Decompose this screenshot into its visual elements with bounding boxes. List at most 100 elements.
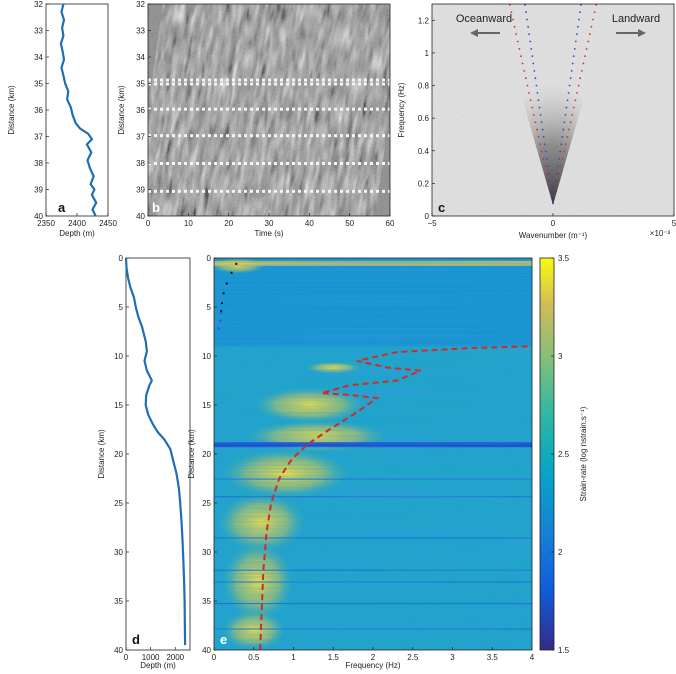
panel-e-xtick-label: 3.5 (487, 653, 499, 662)
panel-b-band-cell (250, 189, 253, 193)
panel-c-curve-point (554, 187, 556, 190)
panel-c-curve-point (576, 25, 579, 28)
panel-b-band-cell (154, 107, 157, 111)
panel-c-curve-point (595, 4, 598, 6)
panel-c-curve-point (564, 143, 567, 146)
panel-e-dotted-point (230, 271, 233, 274)
panel-b-band-cell (364, 134, 367, 138)
panel-b-band-cell (250, 134, 253, 138)
panel-b-band-cell (184, 82, 187, 86)
panel-c-ylabel: Frequency (Hz) (397, 82, 406, 137)
panel-b-band-cell (268, 82, 271, 86)
panel-b-band-cell (172, 82, 175, 86)
panel-b-band-cell (334, 107, 337, 111)
panel-b-band-cell (148, 82, 151, 86)
panel-b-band-cell (292, 82, 295, 86)
panel-b-band-cell (298, 134, 301, 138)
panel-b-band-cell (364, 107, 367, 111)
panel-b-band-cell (238, 78, 241, 82)
panel-c-curve-point (580, 4, 582, 6)
panel-b-band-cell (226, 82, 229, 86)
panel-c-curve-point (533, 69, 536, 72)
panel-b-band-cell (292, 134, 295, 138)
panel-b-band-cell (268, 134, 271, 138)
panel-c-curve-point (523, 69, 526, 72)
panel-e-dotted-point (220, 309, 223, 313)
panel-b-xtick-label: 30 (265, 219, 274, 228)
panel-c-curve-point (535, 84, 538, 87)
panel-b-waterfall: 0 10 20 30 40 50 60 32 33 34 35 36 37 38 39 40 b Time (… (117, 0, 395, 238)
panel-b-band-cell (166, 189, 169, 193)
panel-b-band-cell (340, 134, 343, 138)
panel-b-band-cell (304, 134, 307, 138)
panel-b-xtick-label: 50 (345, 219, 354, 228)
panel-c-curve-point (534, 77, 537, 80)
panel-b-band-cell (376, 162, 379, 165)
panel-a-ytick-label: 39 (34, 186, 43, 195)
panel-e-ylabel: Distance (km) (187, 429, 196, 479)
panel-b-ytick-label: 35 (136, 80, 145, 89)
panel-b-band-cell (238, 189, 241, 193)
panel-c-curve-point (536, 91, 539, 94)
panel-b-band-cell (370, 134, 373, 138)
panel-b-band-cell (208, 162, 211, 165)
panel-e-dotted-point (220, 311, 223, 314)
panel-b-band-cell (256, 134, 259, 138)
panel-b-band-cell (154, 134, 157, 138)
oceanward-label: Oceanward (456, 13, 512, 25)
panel-b-band-cell (256, 162, 259, 165)
panel-c-curve-point (537, 136, 540, 138)
panel-b-band-cell (316, 82, 319, 86)
panel-b-band-cell (244, 162, 247, 165)
panel-b-band-cell (256, 107, 259, 111)
panel-b-band-cell (208, 189, 211, 193)
landward-arrow-icon (616, 29, 646, 37)
panel-c-ytick-label: 1 (425, 49, 430, 58)
panel-c-curve-point (508, 4, 511, 6)
panel-b-band-cell (274, 82, 277, 86)
panel-b-band-cell (238, 162, 241, 165)
panel-c-curve-point (579, 77, 582, 80)
panel-c-ytick-label: 1.2 (418, 16, 430, 25)
panel-c-curve-point (560, 143, 563, 146)
panel-b-band-cell (256, 82, 259, 86)
panel-b-band-cell (178, 189, 181, 193)
panel-b-band-cell (160, 134, 163, 138)
panel-c-curve-point (531, 55, 534, 58)
panel-b-band-cell (148, 78, 151, 82)
panel-c-curve-point (537, 99, 540, 102)
panel-c-curve-point (516, 40, 519, 43)
panel-e-dotted-point (219, 319, 222, 322)
panel-c-curve-point (561, 136, 564, 138)
panel-b-xtick-label: 0 (146, 219, 151, 228)
panel-b-band-cell (298, 82, 301, 86)
panel-b-band-cell (190, 189, 193, 193)
panel-c-curve-point (532, 113, 535, 116)
panel-b-band-cell (286, 162, 289, 165)
panel-b-band-cell (358, 78, 361, 82)
panel-b-band-cell (208, 78, 211, 82)
panel-c-curve-point (521, 62, 524, 65)
panel-c-curve-point (575, 33, 578, 36)
panel-c-ytick-label: 0 (425, 212, 430, 221)
panel-b-bands (148, 78, 390, 193)
panel-b-band-cell (352, 162, 355, 165)
panel-b-band-cell (316, 134, 319, 138)
panel-c-curve-point (551, 194, 553, 197)
panel-b-band-cell (346, 189, 349, 193)
panel-c-curve-point (524, 77, 527, 80)
colorbar-ticks: 1.5 2 2.5 3 3.5 (551, 254, 570, 655)
panel-c-curve-point (572, 106, 575, 109)
panel-c-curve-point (574, 99, 577, 102)
panel-c-curve-point (548, 180, 551, 182)
panel-a-ticks: 2350 2400 2450 32 33 34 35 36 37 38 39 40 (34, 0, 117, 228)
panel-c-curve-point (547, 172, 550, 175)
panel-c-curve-point (541, 128, 544, 131)
panel-c-curve-point (544, 165, 546, 168)
panel-c-curve-point (569, 121, 572, 124)
panel-a-depth-line (59, 3, 98, 217)
panel-b-band-cell (352, 189, 355, 193)
panel-b-band-cell (274, 78, 277, 82)
